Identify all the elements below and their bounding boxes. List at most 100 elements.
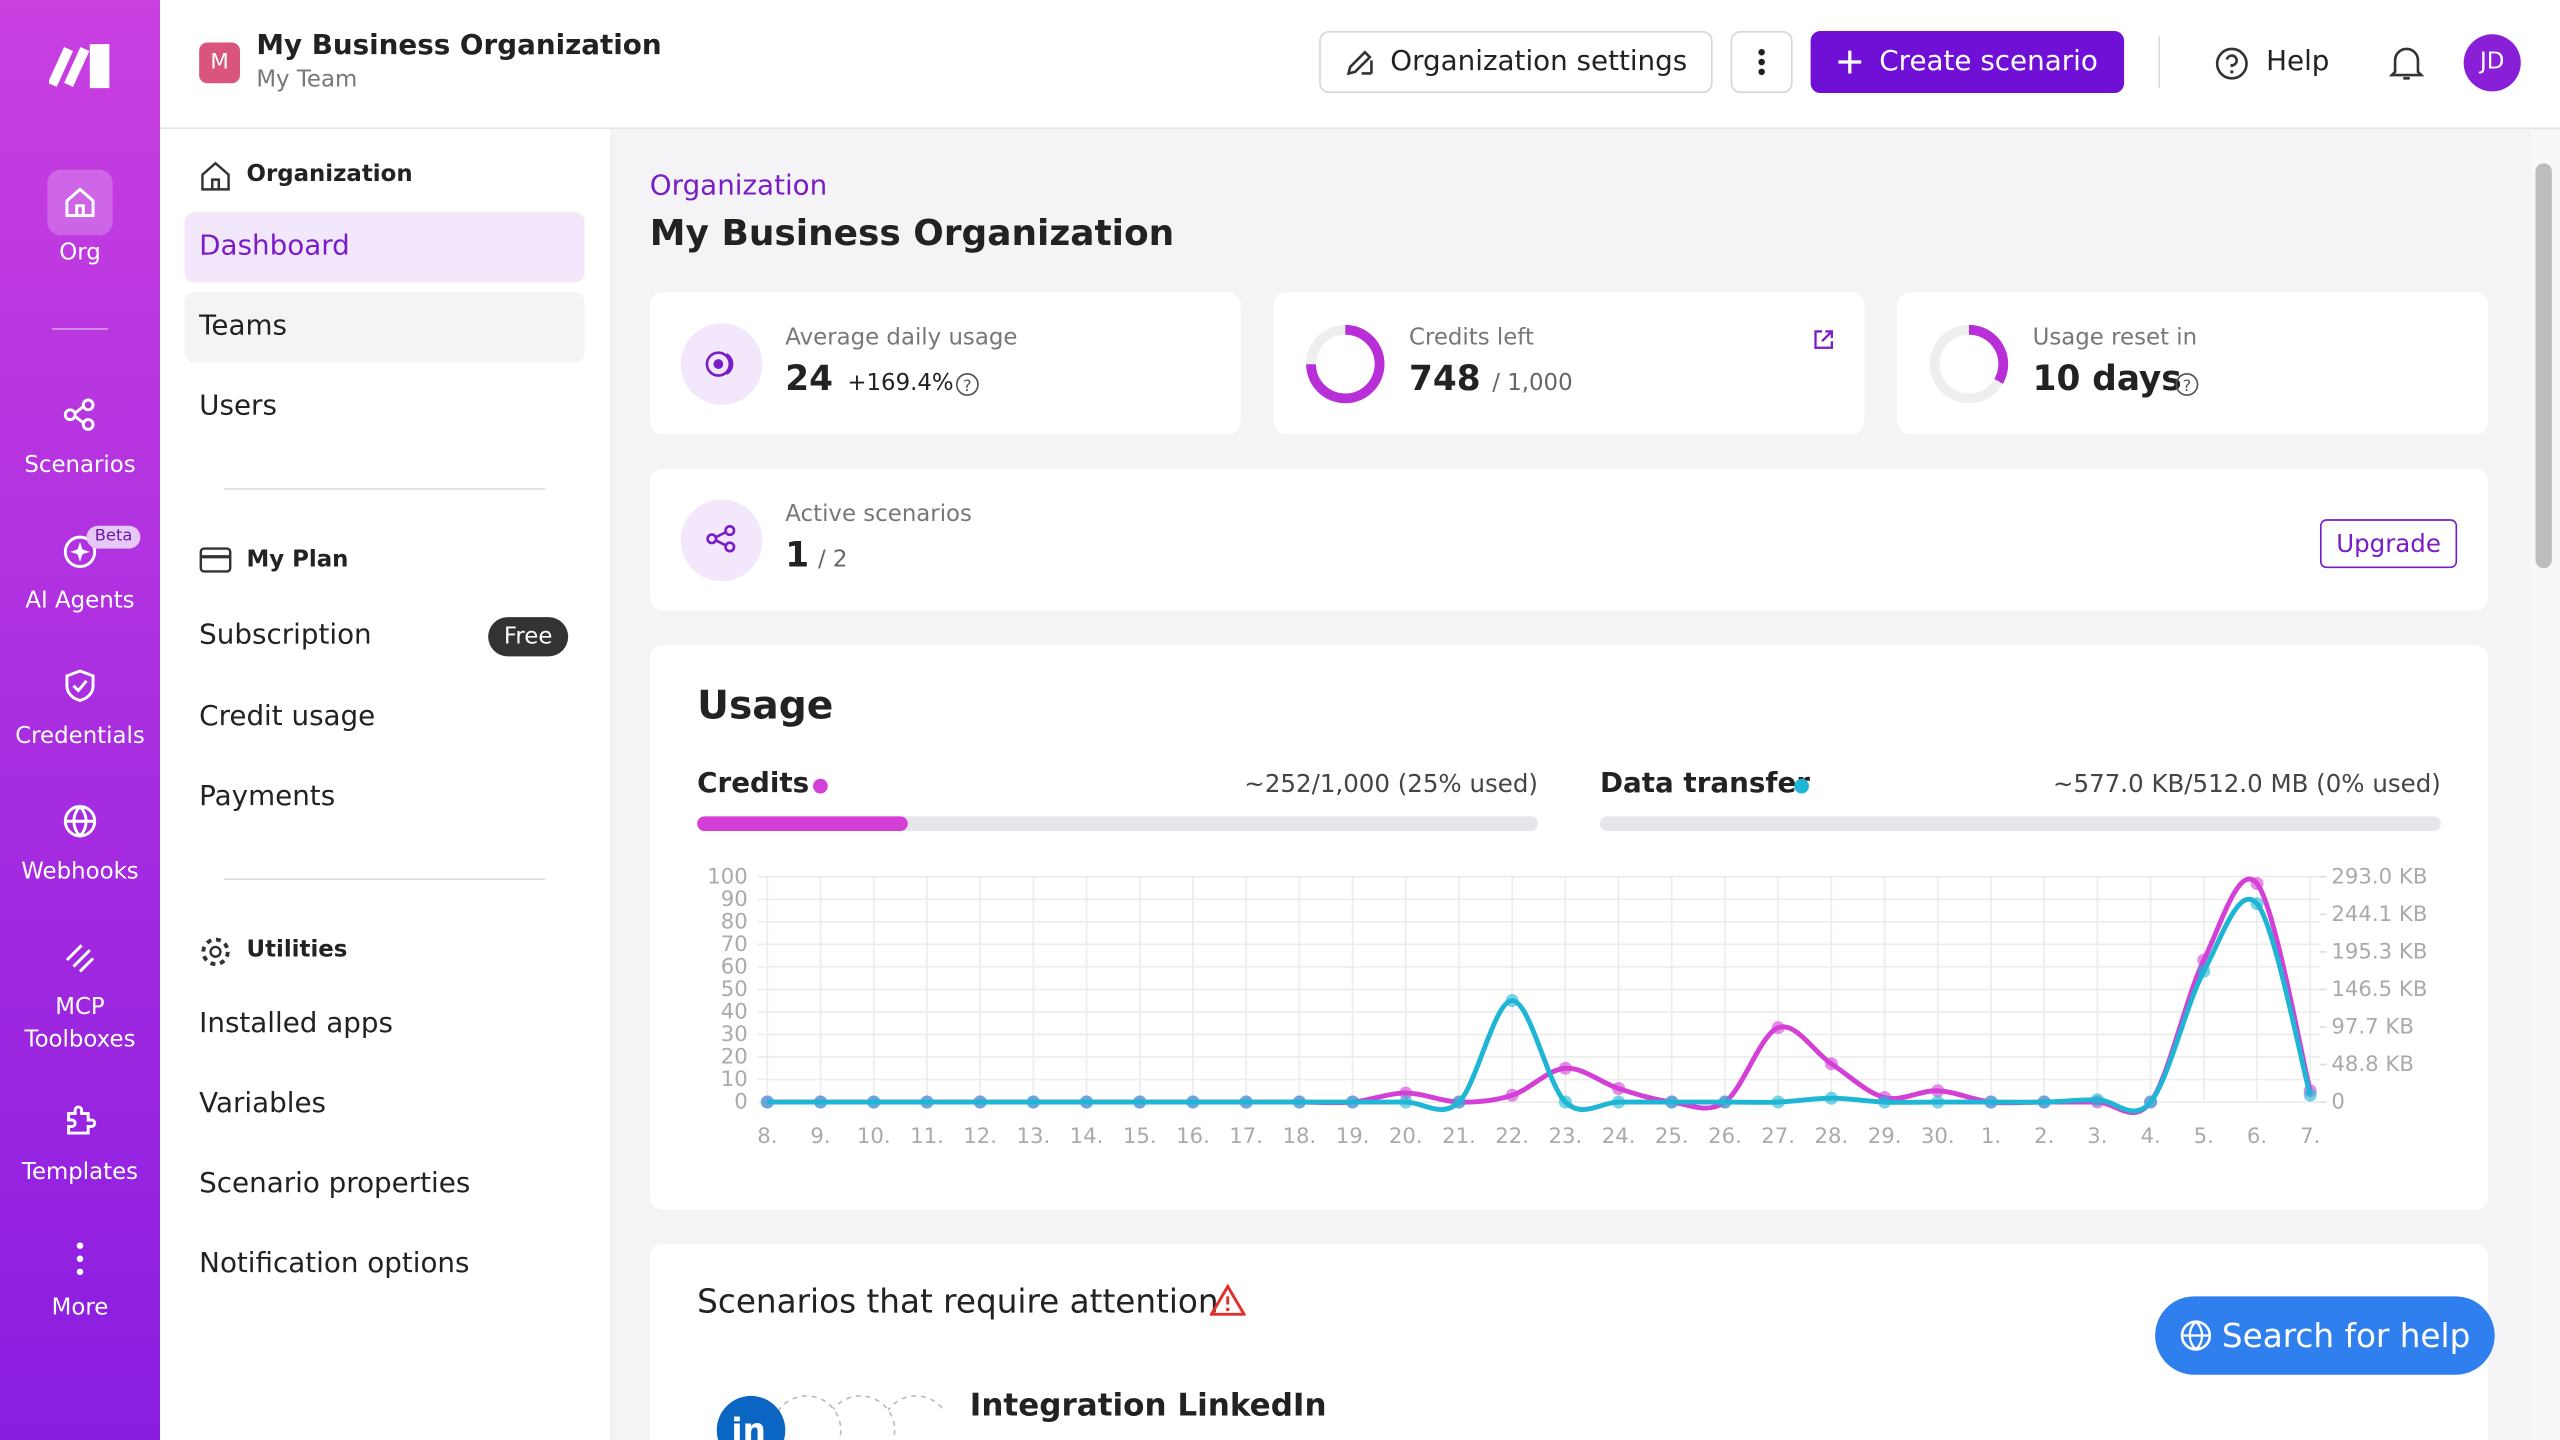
nav-scenarios[interactable]: Scenarios [24, 452, 136, 479]
section-title: Utilities [246, 937, 348, 964]
search-help-button[interactable]: Search for help [2155, 1296, 2495, 1375]
stat-card: Credits left 748 / 1,000 [1273, 292, 1865, 435]
section-title: Organization [246, 161, 413, 188]
data-point [814, 1095, 828, 1109]
card-icon [199, 547, 232, 573]
y-tick-label: 30 [721, 1022, 748, 1047]
nav-scenario-properties[interactable]: Scenario properties [199, 1167, 471, 1200]
stat-label: Average daily usage [785, 324, 1018, 352]
data-point [2090, 1093, 2104, 1107]
data-point [1824, 1091, 1838, 1105]
x-tick-label: 24. [1602, 1124, 1636, 1149]
more-button[interactable] [1730, 31, 1793, 94]
nav-org[interactable]: Org [59, 239, 101, 267]
data-point [1080, 1095, 1094, 1109]
data-point [1931, 1084, 1945, 1098]
x-tick-label: 1. [1981, 1124, 2001, 1149]
bell-icon[interactable] [2388, 44, 2425, 83]
x-tick-label: 8. [757, 1124, 777, 1149]
warning-icon [1209, 1283, 1246, 1316]
divider [223, 488, 546, 490]
beta-badge: Beta [86, 525, 141, 549]
nav-users[interactable]: Users [199, 390, 277, 423]
upgrade-button[interactable]: Upgrade [2320, 519, 2458, 569]
org-settings-button[interactable]: Organization settings [1319, 31, 1713, 94]
credits-progress-track [697, 816, 1538, 832]
transfer-dot [1794, 778, 1809, 794]
org-icon [65, 187, 95, 217]
nav-teams[interactable]: Teams [199, 310, 288, 343]
y2-tick-label: 293.0 KB [2331, 864, 2427, 889]
y-tick-label: 40 [721, 999, 748, 1024]
nav-mcp[interactable]: MCP Toolboxes [24, 994, 136, 1054]
external-link-icon[interactable] [1812, 328, 1835, 351]
x-tick-label: 26. [1708, 1124, 1742, 1149]
data-point [1931, 1095, 1945, 1109]
org-settings-label: Organization settings [1390, 45, 1688, 79]
help-link[interactable]: Help [2266, 45, 2330, 79]
data-point [2144, 1095, 2158, 1109]
nav-templates[interactable]: Templates [21, 1159, 139, 1186]
stat-label: Usage reset in [2032, 324, 2198, 352]
breadcrumb[interactable]: Organization [649, 169, 828, 203]
y2-tick-label: 48.8 KB [2331, 1052, 2413, 1077]
y-tick-label: 0 [734, 1090, 748, 1115]
globe-icon [2180, 1320, 2211, 1351]
nav-installed-apps[interactable]: Installed apps [199, 1007, 393, 1040]
webhooks-icon [63, 805, 97, 838]
nav-dashboard[interactable]: Dashboard [199, 230, 350, 263]
scenario-name[interactable]: Integration LinkedIn [969, 1387, 1327, 1424]
plus-icon [1838, 50, 1862, 74]
data-point [1505, 1088, 1519, 1102]
data-point [1612, 1095, 1626, 1109]
data-point [1878, 1095, 1892, 1109]
scroll-thumb[interactable] [2535, 163, 2552, 569]
transfer-progress-track [1599, 816, 2441, 832]
scrollbar [2530, 130, 2560, 1440]
stat-value: 748 [1408, 359, 1481, 399]
nav-subscription[interactable]: Subscription [199, 618, 372, 652]
data-point [1026, 1095, 1040, 1109]
mcp-icon [65, 944, 95, 973]
nav-payments[interactable]: Payments [199, 780, 336, 814]
x-tick-label: 25. [1655, 1124, 1689, 1149]
y2-tick-label: 97.7 KB [2331, 1014, 2413, 1039]
nav-variables[interactable]: Variables [199, 1087, 327, 1120]
info-icon: ? [2175, 373, 2199, 396]
linkedin-icon: in [731, 1410, 766, 1440]
data-point [920, 1095, 934, 1109]
y-tick-label: 80 [721, 909, 748, 934]
nav-credit-usage[interactable]: Credit usage [199, 700, 376, 734]
user-avatar[interactable]: JD [2463, 34, 2521, 92]
stat-card: Usage reset in 10 days ? [1897, 292, 2489, 435]
x-tick-label: 23. [1549, 1124, 1583, 1149]
divider [2158, 35, 2160, 89]
data-point [1771, 1021, 1785, 1035]
create-scenario-button[interactable]: Create scenario [1810, 31, 2125, 94]
divider [223, 878, 546, 880]
series-line [767, 876, 2313, 1115]
y-tick-label: 90 [721, 887, 748, 912]
x-tick-label: 22. [1495, 1124, 1529, 1149]
usage-icon [705, 351, 734, 377]
nav-notification-options[interactable]: Notification options [199, 1247, 470, 1280]
templates-icon [67, 1105, 97, 1135]
y2-tick-label: 0 [2331, 1090, 2345, 1115]
stat-label: Credits left [1408, 324, 1534, 352]
nav-more[interactable]: More [51, 1294, 109, 1321]
credits-progress-fill [697, 816, 908, 832]
divider [52, 328, 108, 330]
free-badge: Free [488, 617, 569, 657]
data-point [1984, 1095, 1998, 1109]
nav-credentials[interactable]: Credentials [15, 723, 145, 750]
stat-value: 1 [785, 535, 810, 575]
x-tick-label: 12. [963, 1124, 997, 1149]
hover-item-bg [184, 292, 585, 363]
stat-change: +169.4% [847, 370, 954, 397]
nav-webhooks[interactable]: Webhooks [21, 858, 139, 885]
nav-ai-agents[interactable]: AI Agents [25, 587, 135, 614]
data-point [1665, 1095, 1679, 1109]
team-name: My Team [256, 66, 358, 94]
kebab-icon [1758, 48, 1765, 76]
